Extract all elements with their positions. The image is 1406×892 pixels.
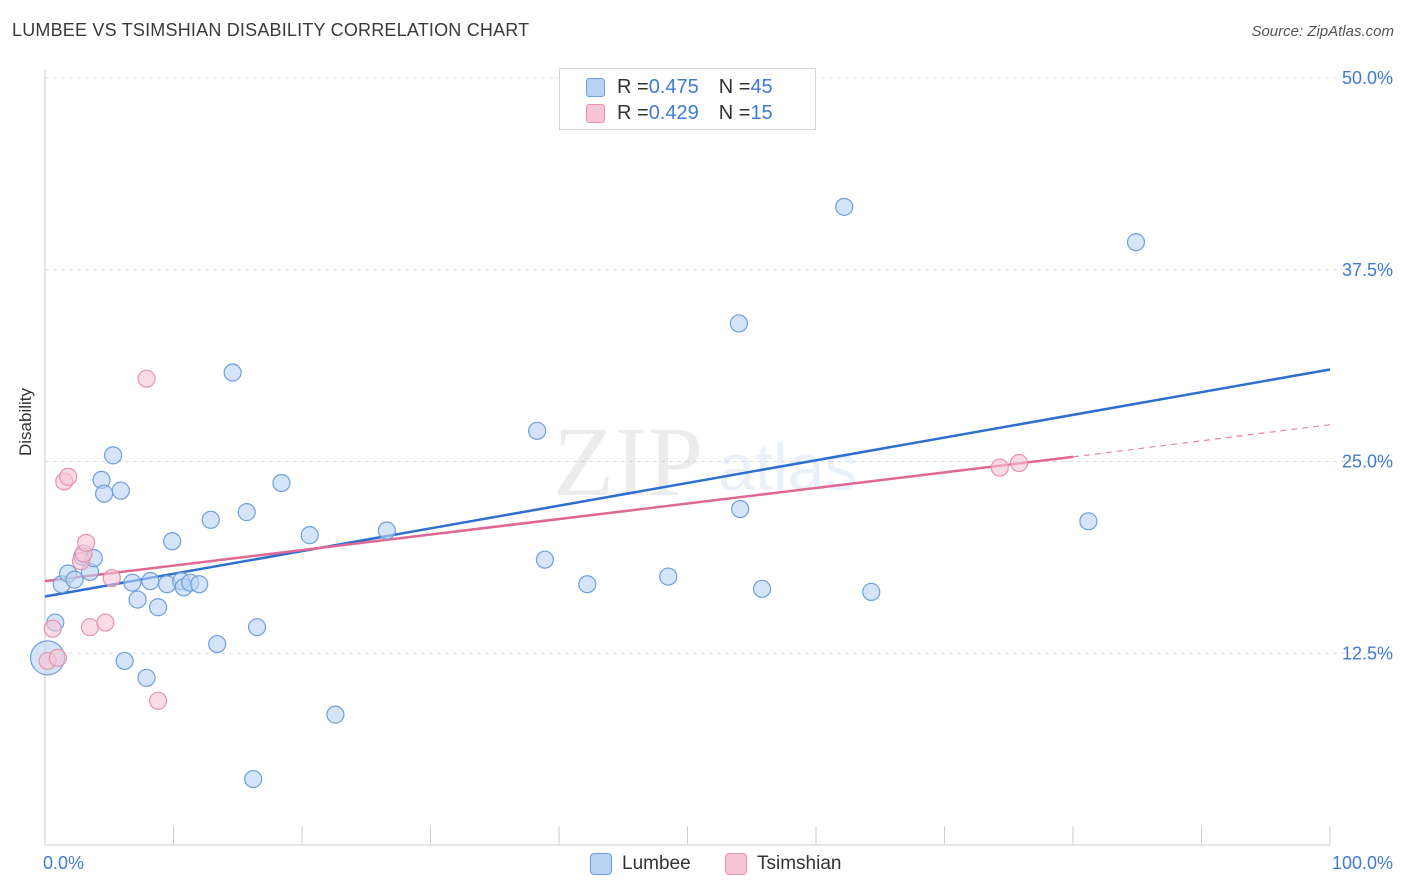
lumbee-point [326, 705, 345, 724]
lumbee-point [208, 634, 227, 654]
lumbee-point [528, 421, 547, 440]
lumbee-point [377, 521, 396, 540]
trend-lines [44, 368, 1331, 598]
lumbee-point [752, 579, 772, 598]
y-tick-label: 50.0% [1342, 68, 1393, 88]
lumbee-point [111, 481, 130, 500]
tsimshian-point [48, 648, 67, 667]
source-label: Source: ZipAtlas.com [1251, 23, 1394, 40]
lumbee-point [862, 582, 881, 601]
tsimshian-n-value: 15 [750, 101, 773, 124]
lumbee-point [201, 510, 220, 529]
tsimshian-point [43, 619, 62, 638]
axes [44, 70, 1331, 846]
legend-row-tsimshian: R = 0.429 N = 15 [586, 101, 773, 125]
lumbee-point [659, 567, 678, 586]
lumbee-point [141, 572, 160, 591]
tsimshian-swatch [586, 103, 605, 123]
lumbee-point [272, 473, 291, 493]
watermark: ZIP atlas [553, 406, 857, 517]
lumbee-point [300, 526, 319, 545]
chart-title: LUMBEE VS TSIMSHIAN DISABILITY CORRELATI… [12, 20, 530, 40]
tsimshian-point [137, 369, 156, 388]
tsimshian-point [77, 533, 96, 552]
y-tick-label: 12.5% [1342, 643, 1393, 663]
lumbee-point [128, 590, 147, 609]
x-tick-label-start: 0.0% [43, 853, 84, 873]
tsimshian-n-label: N = [718, 101, 751, 124]
data-points [29, 197, 1146, 789]
lumbee-point [163, 532, 182, 551]
lumbee-point [104, 446, 123, 465]
lumbee-legend-label: Lumbee [622, 853, 691, 874]
lumbee-point [1126, 233, 1146, 252]
tsimshian-point [80, 618, 100, 637]
lumbee-point [835, 197, 854, 216]
lumbee-point [115, 651, 134, 671]
tsimshian-trend-extension [1072, 424, 1331, 458]
tsimshian-legend-label: Tsimshian [757, 853, 842, 874]
x-tick-label-end: 100.0% [1332, 853, 1393, 873]
tsimshian-point [102, 568, 121, 588]
tick-labels: 12.5% 25.0% 37.5% 50.0% 0.0% 100.0% [43, 68, 1393, 873]
tsimshian-point [148, 691, 168, 710]
lumbee-r-value: 0.475 [648, 75, 699, 98]
lumbee-point [65, 570, 84, 589]
tsimshian-point [1009, 453, 1029, 473]
tsimshian-point [96, 613, 115, 632]
tsimshian-point [59, 467, 78, 486]
lumbee-trend-line [44, 368, 1331, 598]
tsimshian-r-label: R = [617, 101, 649, 124]
lumbee-point [244, 769, 263, 789]
legend-item-lumbee: Lumbee [590, 852, 691, 876]
watermark-atlas: atlas [718, 430, 857, 504]
lumbee-point [247, 618, 267, 637]
lumbee-n-label: N = [718, 75, 751, 98]
lumbee-point [123, 573, 142, 592]
y-tick-label: 25.0% [1342, 452, 1393, 472]
lumbee-point [1079, 512, 1098, 531]
lumbee-point [190, 575, 209, 594]
lumbee-point [731, 499, 750, 519]
stats-legend: R = 0.475 N = 45 R = 0.429 N = 15 [559, 68, 816, 130]
y-tick-label: 37.5% [1342, 260, 1393, 280]
watermark-zip: ZIP [553, 406, 703, 517]
lumbee-point [578, 575, 597, 594]
lumbee-point [95, 484, 114, 503]
lumbee-r-label: R = [617, 75, 649, 98]
legend-item-tsimshian: Tsimshian [725, 852, 841, 876]
lumbee-point [148, 598, 168, 617]
lumbee-n-value: 45 [750, 75, 773, 98]
lumbee-point [729, 314, 749, 333]
y-axis-label: Disability [16, 387, 35, 456]
tsimshian-point [990, 458, 1009, 477]
lumbee-point [237, 503, 256, 522]
lumbee-point [137, 668, 156, 687]
lumbee-legend-swatch [590, 853, 612, 875]
lumbee-point [223, 363, 242, 382]
tsimshian-legend-swatch [725, 853, 747, 875]
gridlines [45, 77, 1392, 654]
lumbee-point [535, 550, 554, 569]
tsimshian-r-value: 0.429 [648, 101, 699, 124]
tsimshian-trend-line [44, 455, 1074, 583]
lumbee-swatch [586, 77, 605, 97]
legend-row-lumbee: R = 0.475 N = 45 [586, 75, 773, 99]
